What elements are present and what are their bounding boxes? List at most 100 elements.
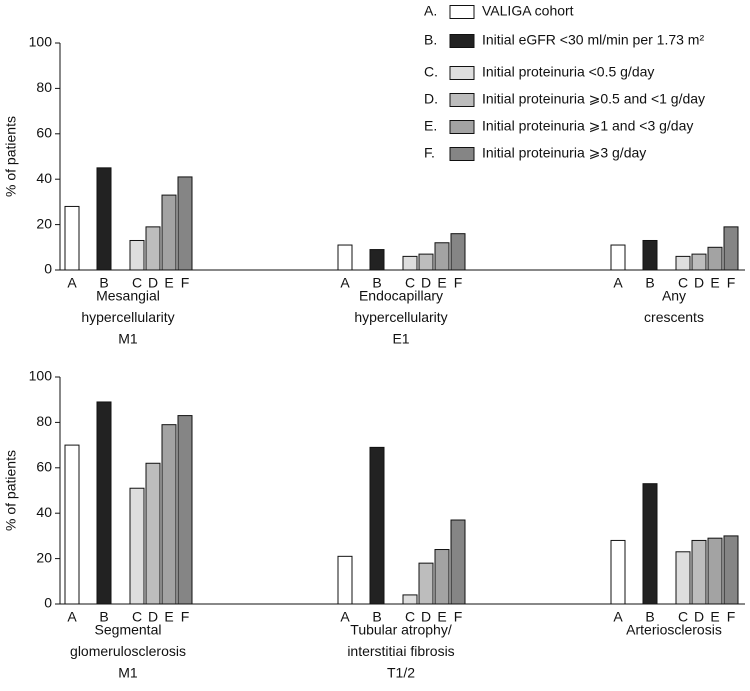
group-label: glomerulosclerosis [70,643,186,659]
group-label: Endocapillary [359,288,443,304]
bar [450,519,466,605]
bar [418,562,434,605]
bar-letter: A [340,609,350,625]
bar [177,176,193,271]
bar [129,487,145,605]
bar-letter: C [678,275,688,291]
bar-letter: A [67,609,77,625]
bar [642,239,658,271]
bar [707,537,723,605]
bar [402,594,418,605]
bar [145,226,161,271]
legend-swatch [449,93,475,107]
bar-letter: E [164,609,173,625]
bar-letter: B [372,609,381,625]
y-tick-label: 20 [36,215,52,231]
group-label: E1 [392,331,409,347]
y-tick-label: 0 [44,261,52,277]
bar-letter: C [132,609,142,625]
bar [96,401,112,605]
bar [434,242,450,271]
group-label: hypercellularity [81,309,174,325]
group-label: crescents [644,309,704,325]
bar-letter: C [132,275,142,291]
bar [96,167,112,271]
bar-letter: A [67,275,77,291]
group-label: Tubular atrophy/ [350,622,452,638]
bar-letter: F [727,275,736,291]
bar [402,255,418,271]
y-tick-label: 60 [36,459,52,475]
bar [723,535,739,605]
y-tick-label: 0 [44,595,52,611]
legend-key: F. [424,145,435,161]
y-tick-label: 20 [36,549,52,565]
bar [675,551,691,605]
bar [129,239,145,271]
y-tick-label: 100 [29,34,53,50]
bar [707,246,723,271]
group-label: M1 [118,665,138,681]
bar-letter: A [340,275,350,291]
bar [610,539,626,605]
y-tick-label: 40 [36,504,52,520]
bar-letter: D [421,275,431,291]
bar [450,233,466,271]
bar-letter: C [678,609,688,625]
group-label: Any [662,288,686,304]
legend-swatch [449,34,475,48]
bar-letter: D [148,609,158,625]
bar-letter: F [454,275,463,291]
bar [177,415,193,605]
bar-letter: E [164,275,173,291]
bar-letter: B [99,609,108,625]
bar [418,253,434,271]
bar [434,549,450,605]
legend-label: Initial proteinuria <0.5 g/day [482,64,654,80]
bar [369,446,385,605]
bar [145,462,161,605]
legend-label: Initial proteinuria ⩾3 g/day [482,145,646,161]
bar [369,249,385,271]
legend-key: B. [424,32,437,48]
bar-letter: E [437,275,446,291]
legend-key: C. [424,64,438,80]
bar-letter: D [421,609,431,625]
bar-letter: F [181,275,190,291]
bar [675,255,691,271]
bar [337,244,353,271]
legend-label: Initial proteinuria ⩾1 and <3 g/day [482,118,693,134]
y-axis-label: % of patients [3,450,19,531]
bar [723,226,739,271]
y-tick-label: 80 [36,413,52,429]
bar [161,194,177,271]
bar [610,244,626,271]
legend-key: E. [424,118,437,134]
legend-swatch [449,147,475,161]
bar-letter: E [437,609,446,625]
y-tick-label: 60 [36,125,52,141]
legend-key: D. [424,91,438,107]
y-tick-label: 100 [29,368,53,384]
bar-letter: F [181,609,190,625]
group-label: M1 [118,331,138,347]
bar [642,483,658,605]
legend-label: Initial proteinuria ⩾0.5 and <1 g/day [482,91,705,107]
bar [64,444,80,605]
bar-letter: A [613,275,623,291]
bar-letter: C [405,609,415,625]
group-label: Mesangial [96,288,160,304]
group-label: Segmental [95,622,162,638]
bar-letter: B [645,275,654,291]
group-label: interstitiai fibrosis [347,643,454,659]
bar-letter: B [372,275,381,291]
bar-letter: F [727,609,736,625]
y-tick-label: 40 [36,170,52,186]
legend-swatch [449,120,475,134]
bar-letter: D [694,275,704,291]
bar-letter: F [454,609,463,625]
bar [691,539,707,605]
y-axis-label: % of patients [3,116,19,197]
bar-letter: A [613,609,623,625]
